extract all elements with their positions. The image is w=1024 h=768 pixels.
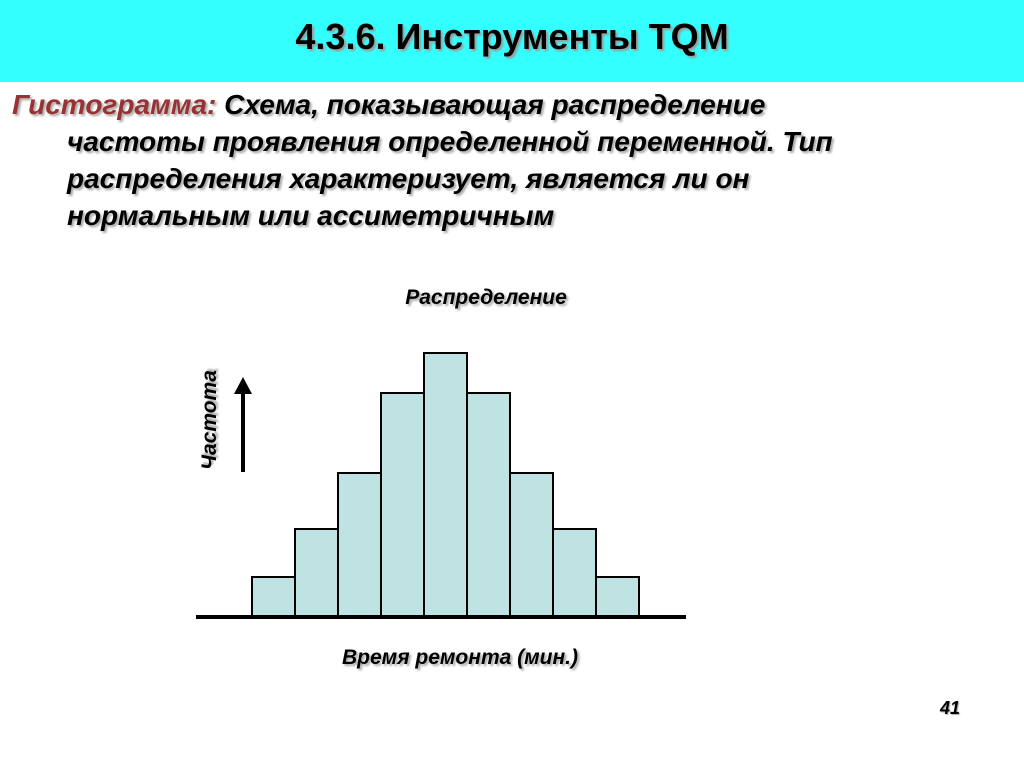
- histogram-definition: Гистограмма: Схема, показывающая распред…: [12, 86, 1012, 234]
- histogram-bar: [423, 352, 468, 618]
- histogram-bar: [251, 576, 296, 618]
- histogram-bar: [380, 392, 425, 618]
- y-axis-label: Частота: [198, 370, 221, 470]
- frequency-up-arrow-icon: [234, 377, 252, 472]
- definition-line-2: частоты проявления определенной переменн…: [67, 126, 833, 157]
- definition-line-4: нормальным или ассиметричным: [67, 200, 555, 231]
- histogram-bar: [552, 528, 597, 618]
- histogram-bar: [294, 528, 339, 618]
- title-bar: 4.3.6. Инструменты TQM: [0, 0, 1024, 82]
- definition-text-1: Схема, показывающая распределение: [224, 89, 766, 120]
- chart-title: Распределение: [405, 286, 567, 309]
- definition-term: Гистограмма:: [12, 89, 217, 120]
- slide-title: 4.3.6. Инструменты TQM: [295, 16, 729, 57]
- definition-line-1: Гистограмма: Схема, показывающая распред…: [12, 86, 1012, 123]
- histogram-bar: [466, 392, 511, 618]
- histogram-bar: [337, 472, 382, 618]
- histogram-bar: [509, 472, 554, 618]
- page-number: 41: [939, 698, 961, 718]
- histogram-bars: [251, 352, 640, 618]
- x-axis-label: Время ремонта (мин.): [341, 646, 578, 669]
- definition-line-3: распределения характеризует, является ли…: [67, 163, 750, 194]
- histogram-bar: [595, 576, 640, 618]
